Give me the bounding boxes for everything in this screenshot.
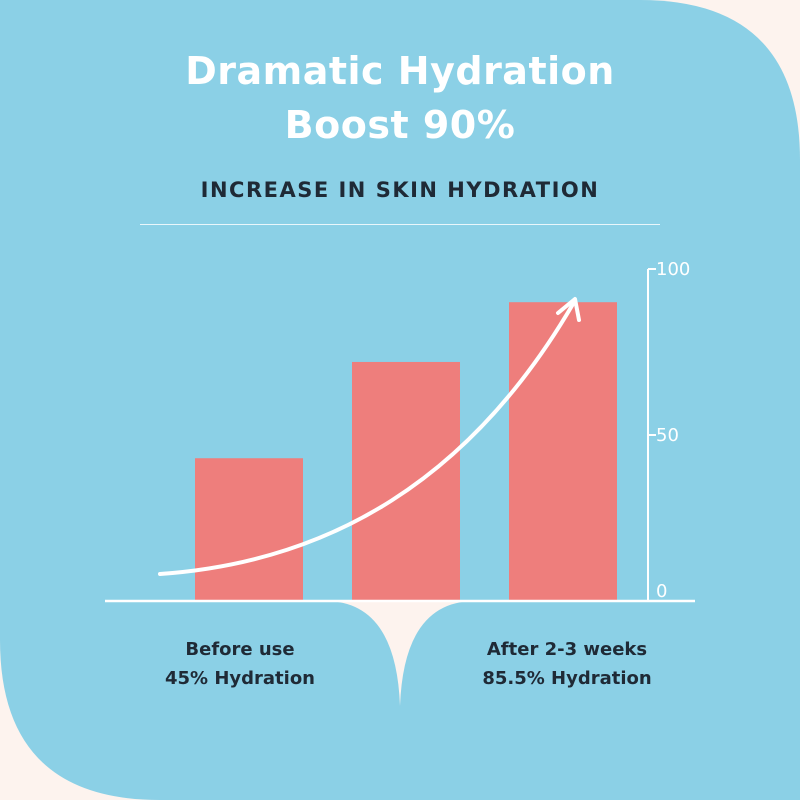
baseline-notch xyxy=(325,601,475,706)
title-line-2: Boost 90% xyxy=(284,103,516,147)
after-label-line-1: After 2-3 weeks xyxy=(486,639,648,660)
trend-arrow xyxy=(158,302,575,576)
chart-title: Dramatic Hydration Boost 90% xyxy=(0,44,800,152)
bar-3 xyxy=(509,302,617,601)
y-tick-label-0: 0 xyxy=(656,581,667,602)
after-label-line-2: 85.5% Hydration xyxy=(482,668,652,689)
before-label: Before use 45% Hydration xyxy=(110,635,370,693)
y-tick-label-100: 100 xyxy=(656,259,690,280)
title-line-1: Dramatic Hydration xyxy=(185,49,615,93)
trend-arrow-head xyxy=(556,297,581,322)
chart-subtitle: INCREASE IN SKIN HYDRATION xyxy=(200,178,600,202)
bar-2 xyxy=(352,361,460,601)
before-label-line-2: 45% Hydration xyxy=(164,668,315,689)
before-label-line-1: Before use xyxy=(185,639,295,660)
y-axis: 0 50 100 xyxy=(647,259,690,602)
title-divider xyxy=(140,224,660,225)
bar-1 xyxy=(195,458,303,601)
y-tick-label-50: 50 xyxy=(656,425,679,446)
after-label: After 2-3 weeks 85.5% Hydration xyxy=(437,635,697,693)
